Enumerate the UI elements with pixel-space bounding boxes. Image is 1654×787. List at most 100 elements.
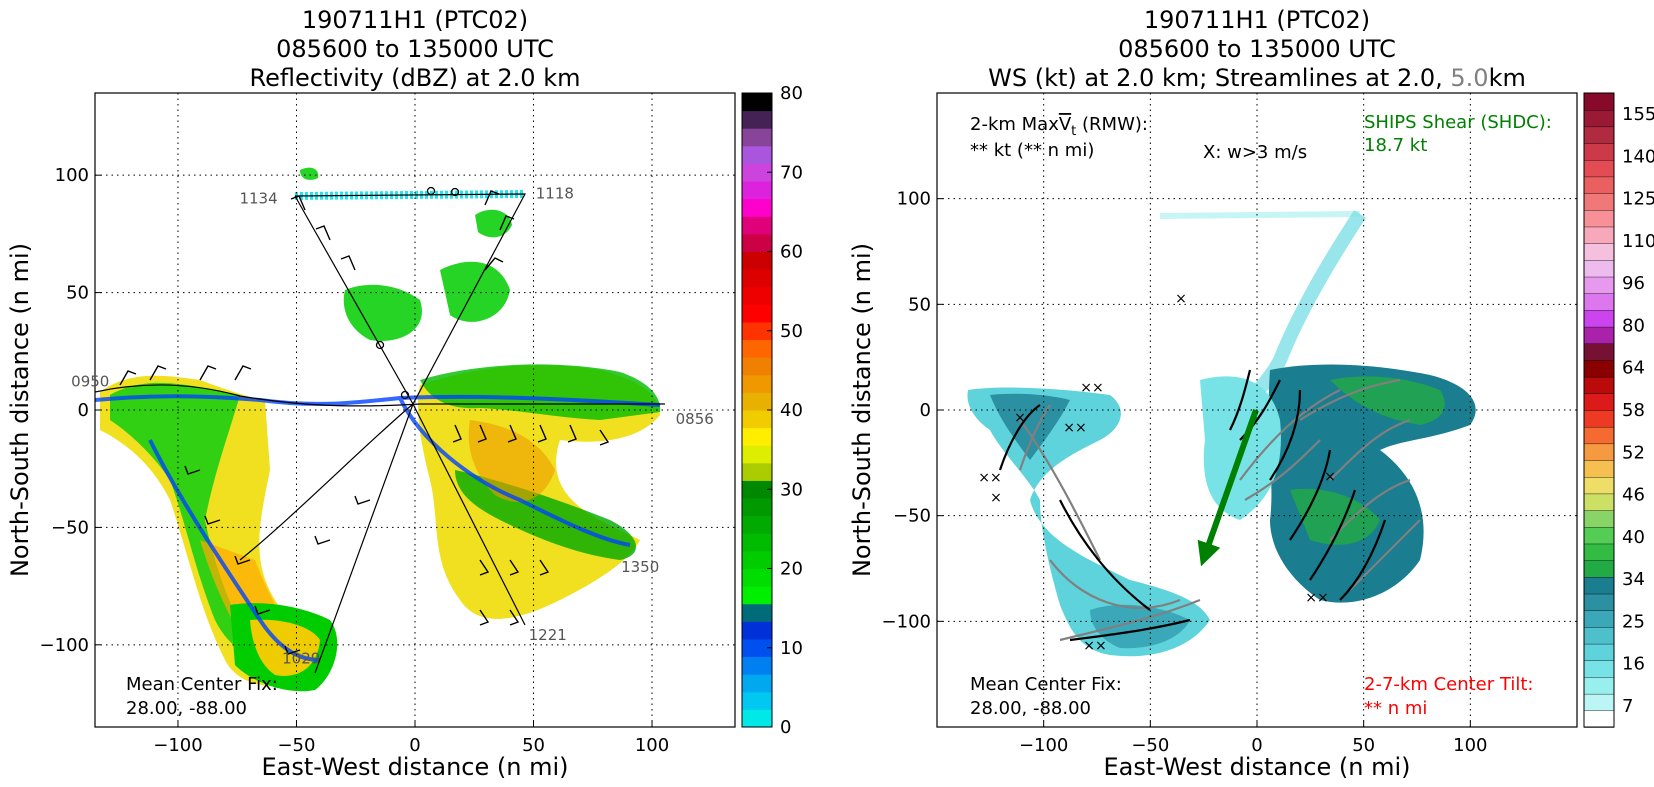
left-gridlines	[95, 93, 735, 727]
colorbar-tick-label: 7	[1622, 696, 1633, 717]
colorbar-cell	[1583, 526, 1615, 545]
colorbar-cell	[742, 93, 772, 112]
center-tilt-label: 2-7-km Center Tilt:	[1364, 674, 1533, 695]
x-tick-label: 100	[1453, 735, 1487, 756]
colorbar-tick-label: 0	[780, 717, 791, 738]
y-tick-label: 0	[920, 400, 931, 421]
colorbar-cell	[742, 128, 772, 147]
colorbar-cell	[1583, 593, 1615, 611]
colorbar-cell	[1583, 459, 1615, 478]
colorbar-cell	[1583, 576, 1615, 595]
colorbar-cell	[1583, 259, 1615, 278]
right-title-line3-gray: 5.0	[1450, 64, 1488, 92]
colorbar-cell	[1583, 226, 1615, 244]
ships-shear-value: 18.7 kt	[1364, 135, 1427, 156]
colorbar-cell	[1583, 126, 1615, 144]
colorbar-cell	[1583, 293, 1615, 311]
left-title-line2: 085600 to 135000 UTC	[276, 35, 554, 63]
updraft-marker: ××	[978, 470, 1001, 486]
colorbar-tick-label: 16	[1622, 654, 1645, 675]
x-tick-label: −50	[1131, 735, 1169, 756]
colorbar-cell	[1583, 493, 1615, 511]
colorbar-cell	[742, 586, 772, 605]
colorbar-cell	[742, 427, 772, 446]
colorbar-tick-label: 10	[780, 638, 803, 659]
colorbar-tick-label: 70	[780, 162, 803, 183]
colorbar-cell	[1583, 676, 1615, 695]
x-tick-label: 50	[522, 735, 545, 756]
colorbar-tick-label: 155	[1622, 104, 1654, 125]
colorbar-tick-label: 80	[1622, 315, 1645, 336]
maxvt-value: ** kt (** n mi)	[970, 140, 1094, 161]
colorbar-cell	[742, 603, 772, 622]
updraft-marker: ×	[1175, 291, 1187, 307]
colorbar-cell	[1583, 276, 1615, 294]
colorbar-tick-label: 46	[1622, 485, 1645, 506]
colorbar-cell	[742, 656, 772, 675]
y-tick-label: −100	[40, 635, 89, 656]
updraft-marker: ××	[1080, 380, 1103, 396]
maxvt-prefix: 2-km Max	[970, 114, 1059, 135]
right-title: 190711H1 (PTC02) 085600 to 135000 UTC WS…	[988, 6, 1526, 92]
colorbar-cell	[1583, 610, 1615, 628]
right-gridlines	[937, 93, 1577, 727]
y-tick-label: 50	[66, 283, 89, 304]
colorbar-cell	[1583, 543, 1615, 561]
y-tick-label: −50	[893, 506, 931, 527]
colorbar-tick-label: 60	[780, 242, 803, 263]
updraft-legend: X: w>3 m/s	[1203, 142, 1307, 163]
right-center-fix-value: 28.00, -88.00	[970, 698, 1091, 719]
updraft-marker: ××	[1063, 420, 1086, 436]
colorbar-tick-label: 52	[1622, 442, 1645, 463]
right-y-axis-label: North-South distance (n mi)	[848, 243, 876, 577]
y-tick-label: −100	[882, 611, 931, 632]
colorbar-cell	[1583, 559, 1615, 578]
updraft-marker: ×	[990, 490, 1002, 506]
colorbar-tick-label: 30	[780, 479, 803, 500]
wind-barbs	[119, 190, 610, 655]
colorbar-cell	[742, 550, 772, 569]
colorbar-tick-label: 96	[1622, 273, 1645, 294]
colorbar-cell	[742, 233, 772, 252]
reflectivity-blue-trace	[95, 394, 661, 662]
colorbar-cell	[1583, 176, 1615, 194]
right-title-line3-prefix: WS (kt) at 2.0 km; Streamlines at 2.0,	[988, 64, 1450, 92]
colorbar-cell	[742, 304, 772, 323]
y-tick-label: 100	[897, 189, 931, 210]
updraft-markers: ×× ×× ×× × × × ×× ×× ×	[978, 291, 1336, 654]
x-tick-label: 100	[635, 735, 669, 756]
flight-time-label: 1118	[536, 185, 574, 203]
colorbar-tick-label: 110	[1622, 231, 1654, 252]
y-tick-label: 0	[78, 400, 89, 421]
updraft-marker: ×	[1014, 410, 1026, 426]
right-panel: 190711H1 (PTC02) 085600 to 135000 UTC WS…	[848, 6, 1654, 781]
colorbar-cell	[1583, 309, 1615, 328]
colorbar-tick-label: 80	[780, 83, 803, 104]
flight-track	[95, 193, 665, 674]
x-tick-label: −100	[153, 735, 202, 756]
x-tick-label: −100	[1019, 735, 1068, 756]
y-tick-label: −50	[51, 517, 89, 538]
right-x-axis-label: East-West distance (n mi)	[1103, 753, 1410, 781]
ws-south-core	[1090, 604, 1190, 649]
colorbar-cell	[742, 357, 772, 376]
colorbar-cell	[1583, 343, 1615, 361]
colorbar-cell	[742, 462, 772, 481]
left-reflectivity-field	[95, 167, 665, 692]
y-tick-label: 50	[908, 294, 931, 315]
left-y-axis-label: North-South distance (n mi)	[6, 243, 34, 577]
colorbar-cell	[742, 145, 772, 164]
center-tilt-value: ** n mi	[1364, 698, 1427, 719]
ws-east-band-green	[1290, 376, 1445, 545]
colorbar-cell	[742, 339, 772, 358]
colorbar-tick-label: 20	[780, 559, 803, 580]
left-flight-time-labels: 1134 1118 0950 0856 1350 1221 1029	[71, 185, 714, 668]
colorbar-cell	[1583, 242, 1615, 261]
left-title-line3: Reflectivity (dBZ) at 2.0 km	[250, 64, 581, 92]
flight-time-label: 0856	[676, 410, 714, 428]
colorbar-cell	[1583, 643, 1615, 661]
colorbar-cell	[1583, 159, 1615, 178]
updraft-marker: ××	[1083, 638, 1106, 654]
colorbar-tick-label: 34	[1622, 569, 1645, 590]
